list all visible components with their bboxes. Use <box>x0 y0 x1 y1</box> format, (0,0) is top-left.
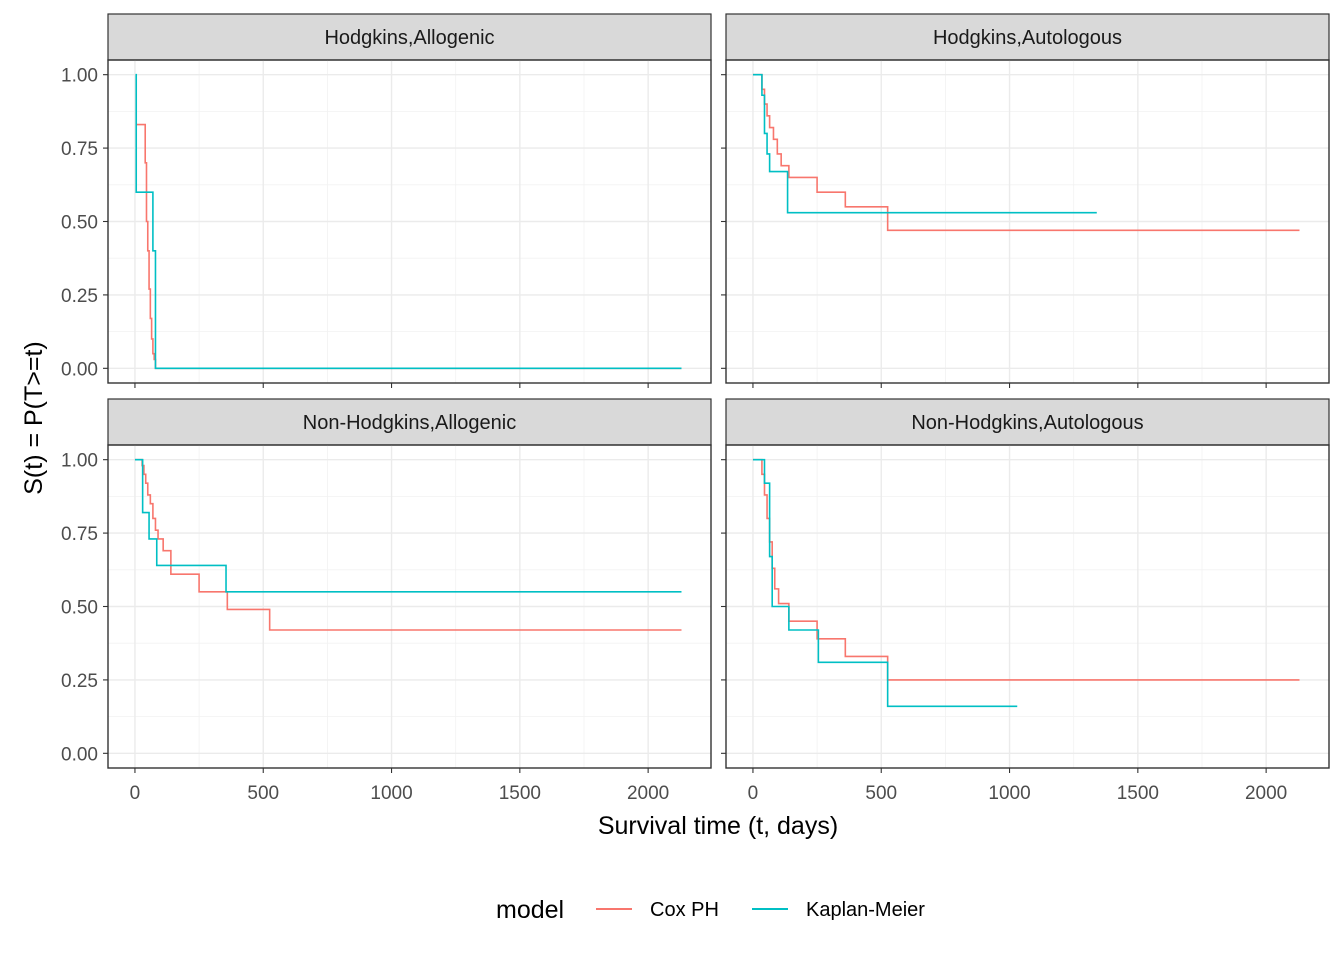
series-line-cox-ph <box>136 123 682 370</box>
panel-hodgkins-allogenic: Hodgkins,Allogenic 0.00 0.25 0.50 0.75 1.00 <box>61 13 712 388</box>
x-tick-label: 0 <box>130 783 141 804</box>
x-tick-label: 1500 <box>1117 783 1159 804</box>
legend-label-cox-ph: Cox PH <box>650 899 719 921</box>
x-axis-title: Survival time (t, days) <box>598 812 838 840</box>
x-tick-label: 500 <box>865 783 897 804</box>
panel-non-hodgkins-autologous: Non-Hodgkins,Autologous 0 500 1000 1500 2000 <box>721 398 1330 804</box>
y-axis-title: S(t) = P(T>=t) <box>20 341 48 495</box>
series-line-kaplan-meier <box>752 458 1018 708</box>
legend: model Cox PH Kaplan-Meier <box>496 896 925 924</box>
y-tick-label: 0.00 <box>61 359 98 380</box>
x-tick-label: 500 <box>247 783 279 804</box>
strip-background <box>107 398 712 446</box>
strip-background <box>725 398 1330 446</box>
y-tick-label: 0.50 <box>61 598 98 619</box>
x-tick-label: 2000 <box>1245 783 1287 804</box>
strip-label: Hodgkins,Allogenic <box>324 27 494 49</box>
legend-title: model <box>496 896 564 924</box>
y-tick-label: 1.00 <box>61 451 98 472</box>
y-tick-label: 0.25 <box>61 286 98 307</box>
series-line-kaplan-meier <box>135 73 682 370</box>
y-tick-label: 1.00 <box>61 66 98 87</box>
y-tick-label: 0.00 <box>61 744 98 765</box>
series-line-kaplan-meier <box>134 458 682 593</box>
strip-background <box>725 13 1330 61</box>
y-tick-label: 0.25 <box>61 671 98 692</box>
series-line-cox-ph <box>134 458 682 631</box>
x-tick-label: 1500 <box>499 783 541 804</box>
x-tick-label: 2000 <box>627 783 669 804</box>
strip-label: Non-Hodgkins,Allogenic <box>303 412 516 434</box>
strip-background <box>107 13 712 61</box>
y-tick-label: 0.50 <box>61 213 98 234</box>
x-tick-label: 1000 <box>370 783 412 804</box>
x-tick-label: 1000 <box>988 783 1030 804</box>
facet-panels: Hodgkins,Allogenic0.000.250.500.751.00Ho… <box>61 13 1330 804</box>
series-line-cox-ph <box>752 458 1300 681</box>
series-line-kaplan-meier <box>752 73 1097 214</box>
panel-non-hodgkins-allogenic: Non-Hodgkins,Allogenic 0.00 0.25 0.50 0.75 1.… <box>61 398 712 804</box>
strip-label: Non-Hodgkins,Autologous <box>911 412 1143 434</box>
x-tick-label: 0 <box>748 783 759 804</box>
y-tick-label: 0.75 <box>61 139 98 160</box>
y-tick-label: 0.75 <box>61 524 98 545</box>
panel-hodgkins-autologous: Hodgkins,Autologous <box>721 13 1330 388</box>
strip-label: Hodgkins,Autologous <box>933 27 1122 49</box>
legend-label-kaplan-meier: Kaplan-Meier <box>806 899 925 921</box>
